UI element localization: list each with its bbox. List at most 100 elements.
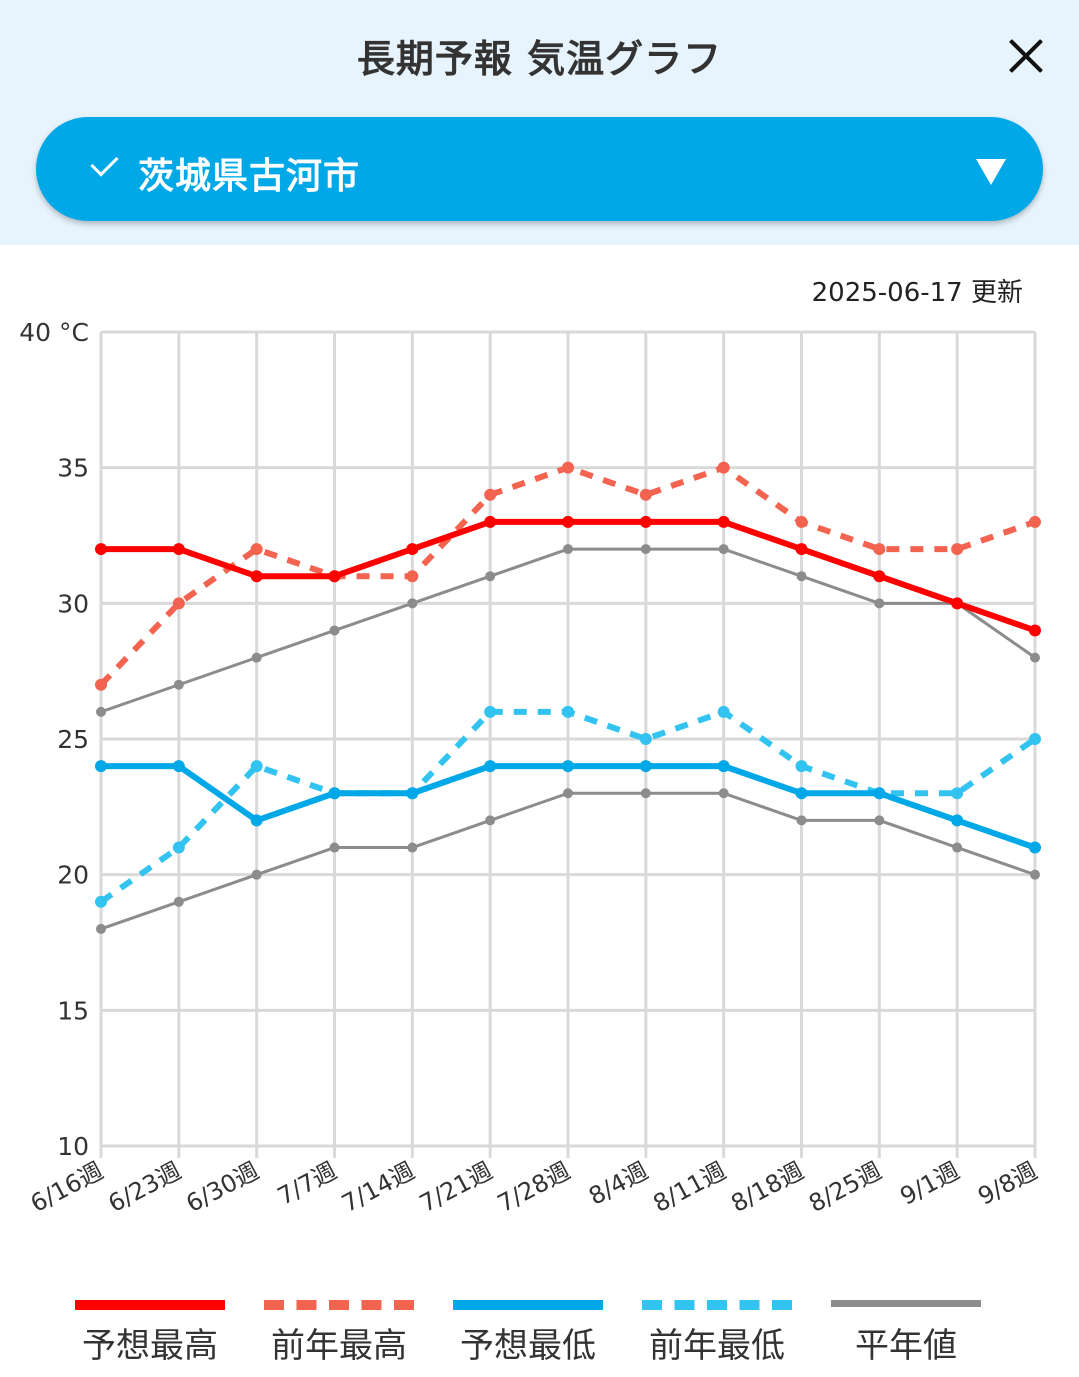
data-point-normal-high — [1030, 652, 1040, 663]
data-point-prev-high — [951, 543, 964, 556]
data-point-forecast-low — [795, 787, 808, 800]
legend-label: 平年値 — [855, 1326, 957, 1366]
data-point-normal-low — [96, 923, 106, 934]
data-point-forecast-high — [172, 543, 185, 556]
data-point-prev-low — [484, 705, 497, 718]
data-point-normal-high — [563, 544, 573, 555]
data-point-prev-high — [250, 543, 263, 556]
location-selector[interactable]: 茨城県古河市 — [36, 117, 1043, 221]
header: 長期予報 気温グラフ 茨城県古河市 — [0, 0, 1079, 245]
updated-timestamp: 2025-06-17 更新 — [811, 278, 1023, 308]
x-tick-label: 6/16週 — [26, 1157, 108, 1218]
legend-line-forecast-low — [453, 1300, 603, 1310]
data-point-forecast-low — [172, 760, 185, 773]
data-point-prev-low — [639, 733, 652, 745]
data-point-prev-low — [717, 705, 730, 718]
data-point-prev-low — [95, 895, 107, 908]
data-point-normal-high — [485, 571, 496, 582]
data-point-prev-high — [1029, 515, 1041, 528]
y-axis-label: 40 °C — [19, 318, 89, 347]
data-point-forecast-low — [639, 760, 652, 773]
data-point-normal-low — [874, 815, 885, 826]
data-point-forecast-low — [484, 760, 497, 773]
data-point-prev-low — [951, 787, 964, 800]
data-point-forecast-high — [873, 570, 886, 583]
data-point-prev-high — [873, 543, 886, 556]
x-tick-label: 8/25週 — [804, 1157, 886, 1218]
data-point-normal-low — [251, 869, 262, 880]
data-point-prev-low — [1029, 733, 1041, 745]
legend-label: 予想最低 — [460, 1326, 596, 1366]
x-tick-label: 7/7週 — [273, 1157, 341, 1211]
data-point-normal-high — [718, 544, 729, 555]
x-tick-label: 8/4週 — [584, 1157, 652, 1211]
data-point-normal-low — [407, 842, 418, 853]
data-point-forecast-high — [951, 597, 964, 610]
legend-label: 予想最高 — [82, 1326, 218, 1366]
data-point-normal-high — [251, 652, 262, 663]
data-point-prev-high — [717, 461, 730, 474]
page-title: 長期予報 気温グラフ — [356, 37, 723, 81]
data-point-forecast-high — [795, 543, 808, 556]
y-tick-label: 15 — [57, 996, 89, 1025]
data-point-prev-high — [484, 488, 497, 501]
x-tick-label: 7/28週 — [493, 1157, 575, 1218]
data-point-forecast-low — [1029, 841, 1041, 854]
data-point-forecast-high — [328, 570, 341, 583]
legend: 予想最高 前年最高 予想最低 前年最低 平年値 — [0, 1290, 1079, 1370]
data-point-normal-high — [874, 598, 885, 609]
data-point-normal-low — [952, 842, 963, 853]
data-point-forecast-high — [250, 570, 263, 583]
legend-label: 前年最高 — [271, 1326, 407, 1366]
data-point-forecast-low — [250, 814, 263, 827]
x-tick-label: 7/21週 — [415, 1157, 497, 1218]
x-tick-label: 7/14週 — [337, 1157, 419, 1218]
data-point-normal-low — [640, 788, 651, 799]
data-point-forecast-high — [484, 515, 497, 528]
legend-line-prev-high — [264, 1300, 414, 1310]
data-point-prev-low — [250, 760, 263, 773]
data-point-forecast-high — [1029, 624, 1041, 637]
data-point-forecast-high — [639, 515, 652, 528]
data-point-prev-high — [639, 488, 652, 501]
data-point-forecast-high — [95, 543, 107, 556]
data-point-prev-high — [172, 597, 185, 610]
legend-line-normal — [831, 1300, 981, 1307]
x-tick-label: 8/18週 — [726, 1157, 808, 1218]
legend-line-forecast-high — [75, 1300, 225, 1310]
data-point-forecast-low — [951, 814, 964, 827]
data-point-forecast-low — [328, 787, 341, 800]
y-tick-label: 30 — [57, 589, 89, 618]
data-point-normal-high — [173, 679, 184, 690]
data-point-normal-high — [640, 544, 651, 555]
legend-label: 前年最低 — [649, 1326, 785, 1366]
data-point-prev-high — [406, 570, 419, 583]
data-point-prev-low — [172, 841, 185, 854]
data-point-normal-low — [173, 896, 184, 907]
data-point-prev-high — [795, 515, 808, 528]
close-icon[interactable] — [1000, 30, 1052, 82]
data-point-forecast-high — [406, 543, 419, 556]
x-tick-label: 9/8週 — [973, 1157, 1041, 1211]
data-point-normal-high — [796, 571, 807, 582]
data-point-normal-high — [329, 625, 340, 636]
data-point-forecast-high — [717, 515, 730, 528]
data-point-normal-low — [1030, 869, 1040, 880]
data-point-forecast-high — [562, 515, 574, 528]
y-tick-label: 25 — [57, 725, 89, 754]
x-tick-label: 9/1週 — [896, 1157, 964, 1211]
data-point-prev-high — [95, 678, 107, 691]
data-point-forecast-low — [717, 760, 730, 773]
data-point-prev-high — [562, 461, 574, 474]
location-label: 茨城県古河市 — [138, 156, 361, 197]
check-icon — [90, 148, 119, 177]
data-point-prev-low — [795, 760, 808, 773]
data-point-forecast-low — [95, 760, 107, 773]
legend-line-prev-low — [642, 1300, 792, 1310]
data-point-forecast-low — [406, 787, 419, 800]
x-tick-label: 6/23週 — [104, 1157, 186, 1218]
data-point-normal-low — [718, 788, 729, 799]
data-point-normal-low — [329, 842, 340, 853]
data-point-normal-high — [96, 706, 106, 717]
